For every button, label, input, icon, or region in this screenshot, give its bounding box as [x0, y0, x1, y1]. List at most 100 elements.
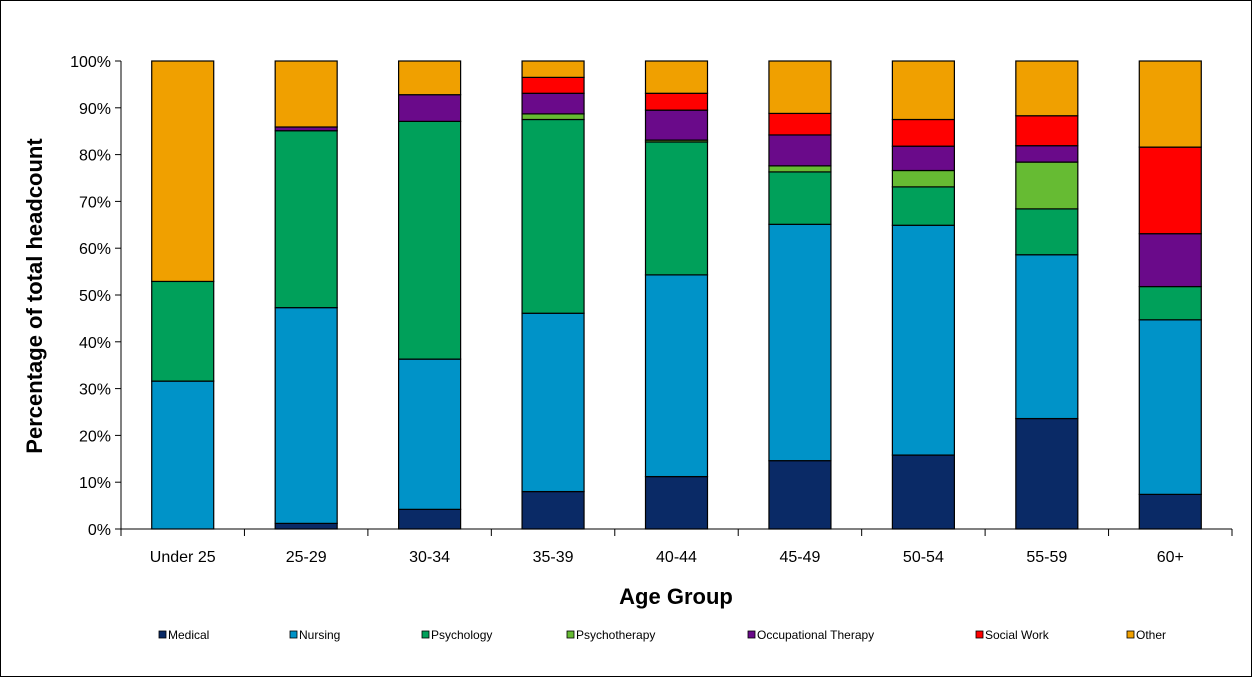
bar-segment-45-49-social-work [768, 112, 832, 136]
y-tick-label: 0% [88, 522, 111, 539]
bar-segment-50-54-psychotherapy [891, 169, 955, 188]
bar-segment-30-34-psychology [398, 120, 462, 360]
x-tick-label: 50-54 [903, 549, 944, 566]
bar-segment-40-44-nursing [644, 274, 709, 478]
bar-segment-40-44-other [644, 60, 709, 94]
x-tick-label: 25-29 [286, 549, 327, 566]
legend-swatch [158, 630, 167, 639]
bar-segment-60+-other [1138, 60, 1202, 148]
legend-label: Psychotherapy [576, 628, 655, 642]
bar-segment-35-39-occupational-therapy [521, 92, 585, 115]
bar-segment-50-54-psychology [891, 186, 955, 226]
bar-segment-25-29-psychology [274, 130, 338, 309]
bar-segment-55-59-psychotherapy [1015, 161, 1079, 210]
bar-segment-40-44-medical [644, 475, 709, 530]
bar-segment-35-39-social-work [521, 76, 585, 94]
legend-label: Occupational Therapy [757, 628, 874, 642]
bar-segment-35-39-psychotherapy [521, 113, 585, 121]
bar-segment-55-59-other [1015, 60, 1079, 117]
legend-label: Medical [168, 628, 209, 642]
legend-swatch [289, 630, 298, 639]
legend-label: Social Work [985, 628, 1050, 642]
bar-segment-25-29-nursing [274, 307, 338, 524]
bar-segment-60+-occupational-therapy [1138, 233, 1202, 288]
x-tick-labels: Under 25 25-29 30-34 35-39 40-44 45-49 50-54 55… [150, 549, 1184, 566]
bar-segment-under-25-psychology [151, 280, 215, 382]
bar-segment-under-25-other [151, 60, 215, 283]
bar-segment-50-54-occupational-therapy [891, 145, 955, 172]
x-tick-label: 60+ [1157, 549, 1184, 566]
bar-segment-55-59-psychology [1015, 208, 1079, 256]
legend-swatch [566, 630, 575, 639]
bar-segment-40-44-occupational-therapy [644, 109, 709, 141]
bar-segment-50-54-medical [891, 454, 955, 530]
legend-item-nursing: Nursing [289, 628, 340, 642]
bar-segment-45-49-other [768, 60, 832, 115]
legend-item-psychotherapy: Psychotherapy [566, 628, 655, 642]
bar-segment-55-59-nursing [1015, 254, 1079, 420]
bar-segment-60+-nursing [1138, 319, 1202, 495]
bar-segment-50-54-nursing [891, 224, 955, 456]
y-tick-label: 70% [79, 194, 111, 211]
x-tick-label: Under 25 [150, 549, 216, 566]
bar-segment-35-39-nursing [521, 312, 585, 493]
bar-segment-40-44-psychology [644, 141, 709, 276]
bar-segment-30-34-other [398, 60, 462, 96]
legend-swatch [747, 630, 756, 639]
x-axis-title: Age Group [619, 584, 733, 609]
x-tick-label: 35-39 [533, 549, 574, 566]
y-tick-label: 100% [70, 54, 111, 71]
bar-segment-30-34-nursing [398, 358, 462, 510]
bar-segment-25-29-other [274, 60, 338, 128]
y-tick-label: 90% [79, 101, 111, 118]
y-tick-label: 60% [79, 241, 111, 258]
bar-segment-45-49-occupational-therapy [768, 134, 832, 167]
bar-segment-55-59-occupational-therapy [1015, 145, 1079, 163]
bar-segment-35-39-medical [521, 490, 585, 530]
legend-item-occupational-therapy: Occupational Therapy [747, 628, 874, 642]
legend-swatch [1126, 630, 1135, 639]
legend-item-medical: Medical [158, 628, 209, 642]
bar-segment-under-25-nursing [151, 380, 215, 530]
bar-segment-45-49-nursing [768, 223, 832, 462]
legend-item-other: Other [1126, 628, 1166, 642]
bars-layer [151, 60, 1202, 530]
legend-swatch [975, 630, 984, 639]
legend-item-social-work: Social Work [975, 628, 1050, 642]
bar-segment-40-44-social-work [644, 92, 709, 111]
bar-segment-60+-psychology [1138, 285, 1202, 321]
x-tick-label: 30-34 [409, 549, 450, 566]
bar-segment-55-59-medical [1015, 417, 1079, 530]
x-tick-label: 45-49 [779, 549, 820, 566]
bar-segment-55-59-social-work [1015, 115, 1079, 147]
y-axis-title: Percentage of total headcount [22, 138, 47, 454]
bar-segment-25-29-medical [274, 522, 338, 530]
bar-segment-35-39-psychology [521, 118, 585, 314]
y-tick-label: 30% [79, 382, 111, 399]
y-tick-label: 10% [79, 475, 111, 492]
legend-item-psychology: Psychology [421, 628, 492, 642]
bar-segment-60+-social-work [1138, 146, 1202, 235]
y-tick-label: 20% [79, 428, 111, 445]
bar-segment-50-54-social-work [891, 118, 955, 147]
bar-segment-45-49-medical [768, 460, 832, 530]
x-tick-label: 55-59 [1026, 549, 1067, 566]
y-tick-label: 50% [79, 288, 111, 305]
bar-segment-30-34-medical [398, 508, 462, 530]
legend-label: Other [1136, 628, 1166, 642]
y-tick-label: 80% [79, 148, 111, 165]
legend-swatch [421, 630, 430, 639]
bar-segment-30-34-occupational-therapy [398, 94, 462, 122]
bar-segment-45-49-psychology [768, 171, 832, 225]
legend-label: Psychology [431, 628, 492, 642]
legend-label: Nursing [299, 628, 340, 642]
y-tick-label: 40% [79, 335, 111, 352]
bar-segment-50-54-other [891, 60, 955, 121]
x-tick-label: 40-44 [656, 549, 697, 566]
bar-segment-35-39-other [521, 60, 585, 78]
bar-segment-60+-medical [1138, 493, 1202, 530]
axes-layer [115, 60, 1233, 536]
legend: Medical Nursing Psychology Psychotherapy Occ… [158, 628, 1166, 642]
bar-segment-45-49-psychotherapy [768, 165, 832, 173]
